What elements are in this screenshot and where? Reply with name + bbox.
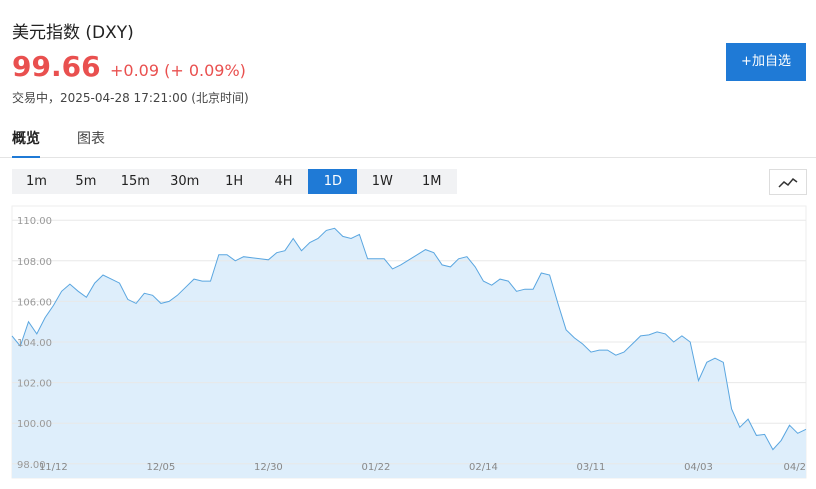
- timeframe-button[interactable]: 1D: [308, 169, 358, 194]
- trade-status: 交易中，2025-04-28 17:21:00 (北京时间): [12, 91, 249, 105]
- x-tick-label: 02/14: [469, 462, 498, 473]
- area: [12, 228, 806, 478]
- line: [11, 227, 807, 451]
- y-tick-label: 104.00: [17, 338, 52, 349]
- timeframe-button[interactable]: 30m: [170, 174, 200, 189]
- y-tick-label: 106.00: [17, 297, 52, 308]
- timeframe-button[interactable]: 1H: [225, 174, 244, 189]
- timeframe-button[interactable]: 1W: [371, 174, 393, 189]
- price: 99.66: [12, 50, 101, 83]
- x-tick-label: 12/05: [146, 462, 175, 473]
- x-tick-label: 12/30: [254, 462, 283, 473]
- timeframe-button[interactable]: 5m: [75, 174, 97, 189]
- add-watchlist-button[interactable]: +加自选: [726, 43, 806, 81]
- y-tick-label: 102.00: [17, 379, 52, 390]
- timeframe-button[interactable]: 1m: [26, 174, 47, 189]
- tab[interactable]: 概览: [12, 128, 40, 158]
- x-tick-label: 04/2: [784, 462, 806, 473]
- chart-type-button[interactable]: [769, 169, 807, 195]
- tab-bar: 概览 图表: [0, 128, 816, 158]
- tab[interactable]: 图表: [77, 131, 105, 147]
- timeframe-button[interactable]: 1M: [421, 174, 442, 189]
- y-tick-label: 110.00: [17, 216, 52, 227]
- timeframe-button[interactable]: 4H: [274, 174, 293, 189]
- timeframe-bar: 1m 5m 15m 30m 1H 4H 1D 1W 1M: [12, 169, 457, 194]
- line-icon: [778, 177, 798, 188]
- x-tick-label: 11/12: [39, 462, 68, 473]
- y-tick-label: 98.00: [17, 460, 46, 471]
- title: 美元指数 (DXY): [12, 23, 134, 43]
- timeframe-button[interactable]: 15m: [120, 174, 150, 189]
- price-change: +0.09 (+ 0.09%): [110, 61, 246, 80]
- x-tick-label: 03/11: [577, 462, 606, 473]
- x-tick-label: 04/03: [684, 462, 713, 473]
- y-tick-label: 100.00: [17, 419, 52, 430]
- x-tick-label: 01/22: [362, 462, 391, 473]
- chart-frame: [11, 205, 807, 479]
- y-tick-label: 108.00: [17, 257, 52, 268]
